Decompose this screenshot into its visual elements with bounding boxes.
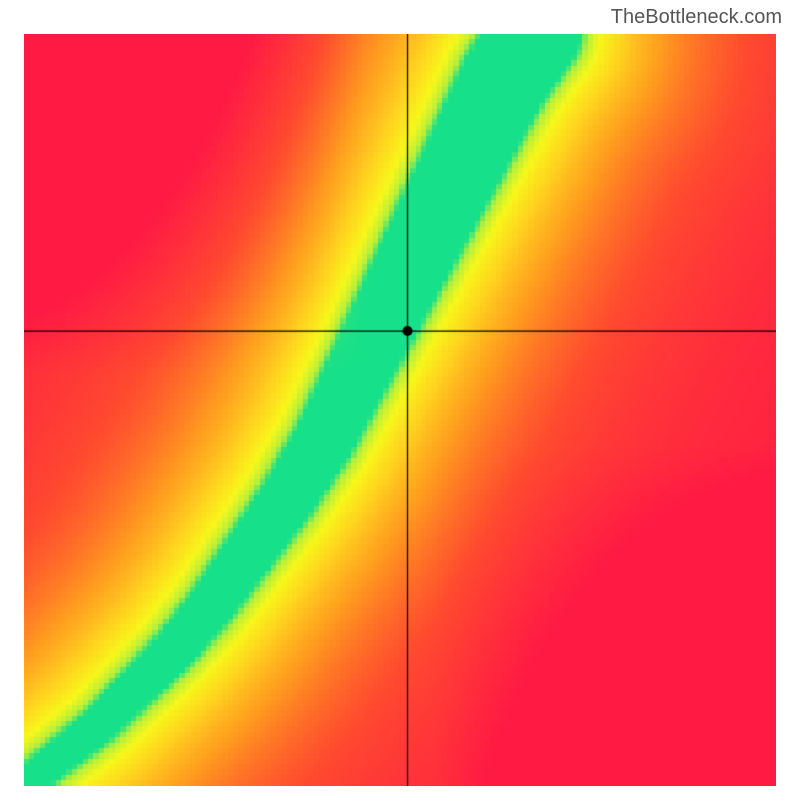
watermark-text: TheBottleneck.com	[611, 6, 782, 29]
heatmap-chart	[24, 34, 776, 786]
